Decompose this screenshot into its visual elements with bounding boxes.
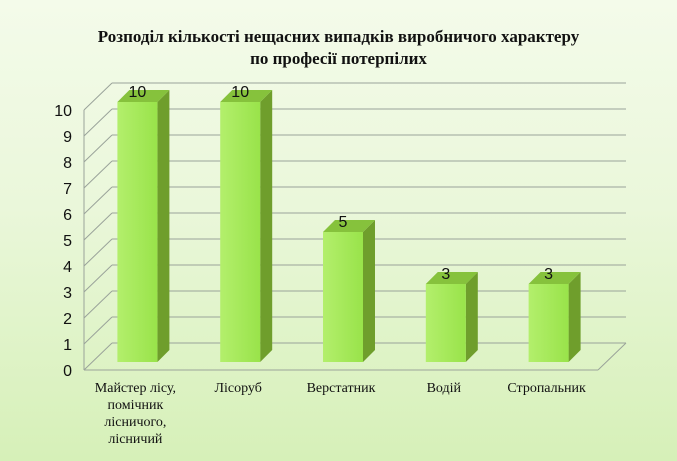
y-tick-label: 9 <box>63 129 72 146</box>
gridline-depth <box>83 264 113 293</box>
x-tick-label-line: Стропальник <box>507 381 586 396</box>
y-tick-label: 3 <box>63 285 72 302</box>
bar <box>220 102 261 362</box>
data-label: 10 <box>129 84 147 101</box>
bar-side <box>260 90 273 362</box>
gridline-depth <box>83 134 113 163</box>
bar-top <box>425 272 478 284</box>
x-tick-label: Стропальник <box>492 380 602 397</box>
data-label: 3 <box>544 266 553 283</box>
x-tick-label: Лісоруб <box>183 380 293 397</box>
x-tick-label-line: Майстер лісу, <box>94 381 176 396</box>
bar-side <box>568 272 581 362</box>
gridline-depth <box>83 82 113 111</box>
bar-top <box>220 90 273 102</box>
bar-top <box>528 272 581 284</box>
grid <box>83 82 627 371</box>
chart-title: Розподіл кількості нещасних випадків вир… <box>0 26 677 70</box>
data-label: 5 <box>339 214 348 231</box>
x-tick-label-line: лісничого, <box>104 415 167 430</box>
y-tick-label: 2 <box>63 311 72 328</box>
bar-top <box>117 90 170 102</box>
chart-title-line-1: Розподіл кількості нещасних випадків вир… <box>97 27 580 46</box>
data-labels: 10 10 5 3 3 <box>129 84 554 283</box>
x-tick-label-line: лісничий <box>108 432 163 447</box>
gridline-depth <box>83 238 113 267</box>
y-tick-label: 1 <box>63 337 72 354</box>
x-tick-label-line: помічник <box>107 398 164 413</box>
y-tick-label: 5 <box>63 233 72 250</box>
y-tick-label: 4 <box>63 259 72 276</box>
x-tick-label: Майстер лісу, помічник лісничого, лісничий <box>80 380 190 448</box>
bar-side <box>465 272 478 362</box>
y-tick-label: 0 <box>63 363 72 380</box>
data-label: 3 <box>441 266 450 283</box>
x-tick-label: Верстатник <box>286 380 396 397</box>
gridline-depth <box>83 342 113 371</box>
data-label: 10 <box>231 84 249 101</box>
gridline-depth <box>83 316 113 345</box>
bars <box>117 90 581 362</box>
bar <box>323 232 363 362</box>
y-tick-label: 7 <box>63 181 72 198</box>
bar-side <box>363 220 375 362</box>
bar-side <box>157 90 170 362</box>
gridline-depth <box>83 290 113 319</box>
gridline-depth <box>83 212 113 241</box>
bar <box>425 284 466 362</box>
x-tick-label-line: Лісоруб <box>214 381 262 396</box>
x-tick-label-line: Верстатник <box>306 381 376 396</box>
y-axis-ticks: 0 1 2 3 4 5 6 7 8 9 10 <box>54 103 72 380</box>
y-tick-label: 6 <box>63 207 72 224</box>
gridline-depth <box>83 108 113 137</box>
bar <box>117 102 158 362</box>
y-tick-label: 8 <box>63 155 72 172</box>
x-tick-label-line: Водій <box>426 381 462 396</box>
bar <box>528 284 569 362</box>
gridline-depth <box>83 186 113 215</box>
gridline-depth <box>83 160 113 189</box>
chart-title-line-2: по професії потерпілих <box>250 49 427 68</box>
bar-top <box>323 220 375 232</box>
floor-right-edge <box>597 342 627 371</box>
y-tick-label: 10 <box>54 103 72 120</box>
x-tick-label: Водій <box>389 380 499 397</box>
